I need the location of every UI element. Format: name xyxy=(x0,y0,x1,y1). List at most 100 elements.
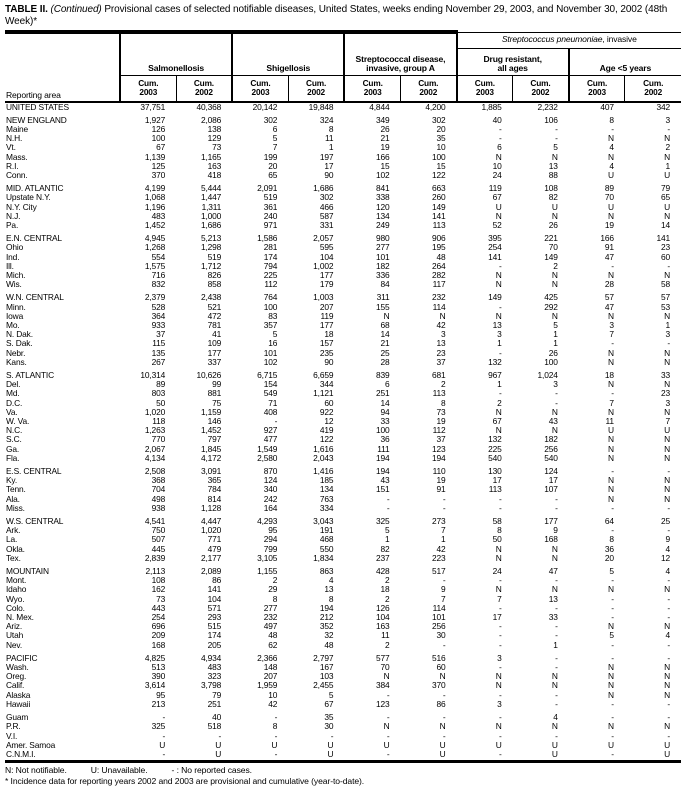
value-cell: 33 xyxy=(380,417,390,426)
value-cell: 1 xyxy=(665,320,670,330)
value-cell: 2,797 xyxy=(313,653,334,663)
value-cell: 120 xyxy=(375,202,390,212)
value-cell: 126 xyxy=(151,124,166,134)
value-cell: 134 xyxy=(375,211,390,221)
value-cell: 67 xyxy=(492,417,502,426)
reporting-area-cell: Nev. xyxy=(6,640,22,650)
value-cell: 60 xyxy=(436,663,446,673)
table-row: S.C. 770 797 477 122 36 37 132 182 N N xyxy=(5,435,681,444)
value-cell: 4,199 xyxy=(144,184,166,194)
value-cell: 123 xyxy=(375,699,390,709)
value-cell: 1,885 xyxy=(481,101,502,112)
reporting-area-cell: Ala. xyxy=(6,494,20,504)
table-row: NEW ENGLAND 1,927 2,086 302 324 349 302 40 106 8 3 xyxy=(5,116,681,125)
reporting-area-cell: W.N. CENTRAL xyxy=(6,293,64,303)
column-group-strep-pneumoniae: Streptococcus pneumoniae, invasive xyxy=(455,31,681,49)
table-row: Wyo. 73 104 8 8 2 7 7 13 - - xyxy=(5,595,681,604)
reporting-area-cell: S. Dak. xyxy=(6,339,33,349)
value-cell: 90 xyxy=(324,170,334,180)
value-cell: U xyxy=(495,202,502,212)
value-cell: 803 xyxy=(151,389,166,399)
table-row: Iowa 364 472 83 119 N N N N N N xyxy=(5,312,681,321)
value-cell: 4 xyxy=(553,713,558,723)
value-cell: 149 xyxy=(544,252,558,262)
value-cell: 384 xyxy=(375,681,390,691)
table-row: Guam - 40 - 35 - - - 4 - - xyxy=(5,713,681,722)
value-cell: 468 xyxy=(319,535,334,545)
reporting-area-cell: Del. xyxy=(6,380,21,390)
value-cell: 177 xyxy=(544,517,558,527)
value-cell: 48 xyxy=(268,631,278,641)
value-cell: 971 xyxy=(263,220,278,230)
table-row: Ind. 554 519 174 104 101 48 141 149 47 60 xyxy=(5,253,681,262)
value-cell: 73 xyxy=(436,407,446,417)
value-cell: 57 xyxy=(660,293,670,303)
value-cell: 4,825 xyxy=(144,653,166,663)
value-cell: N xyxy=(551,311,558,321)
value-cell: - xyxy=(611,713,614,723)
value-cell: 797 xyxy=(207,435,222,445)
value-cell: - xyxy=(330,731,334,741)
value-cell: 100 xyxy=(151,134,166,144)
value-cell: 1,002 xyxy=(313,261,334,271)
value-cell: 205 xyxy=(207,640,222,650)
value-cell: - xyxy=(611,576,614,586)
value-cell: 91 xyxy=(436,485,446,495)
value-cell: 213 xyxy=(151,699,166,709)
value-cell: 106 xyxy=(544,115,558,125)
value-cell: 13 xyxy=(548,161,558,171)
value-cell: 194 xyxy=(375,453,390,463)
value-cell: 1,263 xyxy=(144,426,166,436)
value-cell: 1 xyxy=(497,339,502,349)
value-cell: N xyxy=(607,663,614,673)
value-cell: 149 xyxy=(488,293,502,303)
value-cell: N xyxy=(664,494,670,504)
value-cell: 70 xyxy=(380,663,390,673)
value-cell: 166 xyxy=(375,152,390,162)
value-cell: 18 xyxy=(380,585,390,595)
table-row: E.N. CENTRAL 4,945 5,213 1,586 2,057 980 906 39… xyxy=(5,234,681,243)
value-cell: 325 xyxy=(151,722,166,732)
value-cell: 13 xyxy=(436,339,446,349)
value-cell: 3,043 xyxy=(313,517,334,527)
value-cell: 47 xyxy=(548,567,558,577)
value-cell: - xyxy=(442,690,446,700)
value-cell: N xyxy=(551,152,558,162)
value-cell: 254 xyxy=(151,613,166,623)
reporting-area-cell: N.J. xyxy=(6,211,21,221)
value-cell: 88 xyxy=(548,170,558,180)
value-cell: 115 xyxy=(152,339,166,349)
value-cell: 82 xyxy=(548,193,558,203)
value-cell: N xyxy=(607,357,614,367)
value-cell: N xyxy=(664,435,670,445)
value-cell: 177 xyxy=(319,320,334,330)
table-row: MOUNTAIN 2,113 2,089 1,155 863 428 517 24 47 5 4 xyxy=(5,567,681,576)
value-cell: 337 xyxy=(207,357,222,367)
value-cell: 104 xyxy=(375,613,390,623)
value-cell: N xyxy=(607,134,614,144)
value-cell: 182 xyxy=(544,435,558,445)
value-cell: 750 xyxy=(151,526,166,536)
value-cell: 8 xyxy=(497,526,502,536)
value-cell: 30 xyxy=(324,722,334,732)
value-cell: N xyxy=(664,453,670,463)
value-cell: 3 xyxy=(497,699,502,709)
value-cell: 122 xyxy=(319,435,334,445)
table-row: Wis. 832 858 112 179 84 117 N N 28 58 xyxy=(5,280,681,289)
reporting-area-cell: Wash. xyxy=(6,663,29,673)
table-row: Upstate N.Y. 1,068 1,447 519 302 338 260 67 82 70… xyxy=(5,193,681,202)
value-cell: 162 xyxy=(151,585,166,595)
column-group-age-under-5: Age <5 years xyxy=(567,48,681,76)
value-cell: 42 xyxy=(268,699,278,709)
value-cell: 177 xyxy=(207,348,222,358)
value-cell: - xyxy=(442,494,446,504)
table-title: TABLE II. (Continued) Provisional cases … xyxy=(5,4,681,27)
value-cell: 277 xyxy=(375,243,390,253)
cum-year-header: Cum. 2003 xyxy=(567,75,625,103)
value-cell: - xyxy=(386,494,390,504)
value-cell: 130 xyxy=(488,467,502,477)
value-cell: 58 xyxy=(660,280,670,290)
value-cell: 302 xyxy=(319,193,334,203)
value-cell: - xyxy=(555,699,558,709)
reporting-area-cell: E.S. CENTRAL xyxy=(6,467,62,477)
